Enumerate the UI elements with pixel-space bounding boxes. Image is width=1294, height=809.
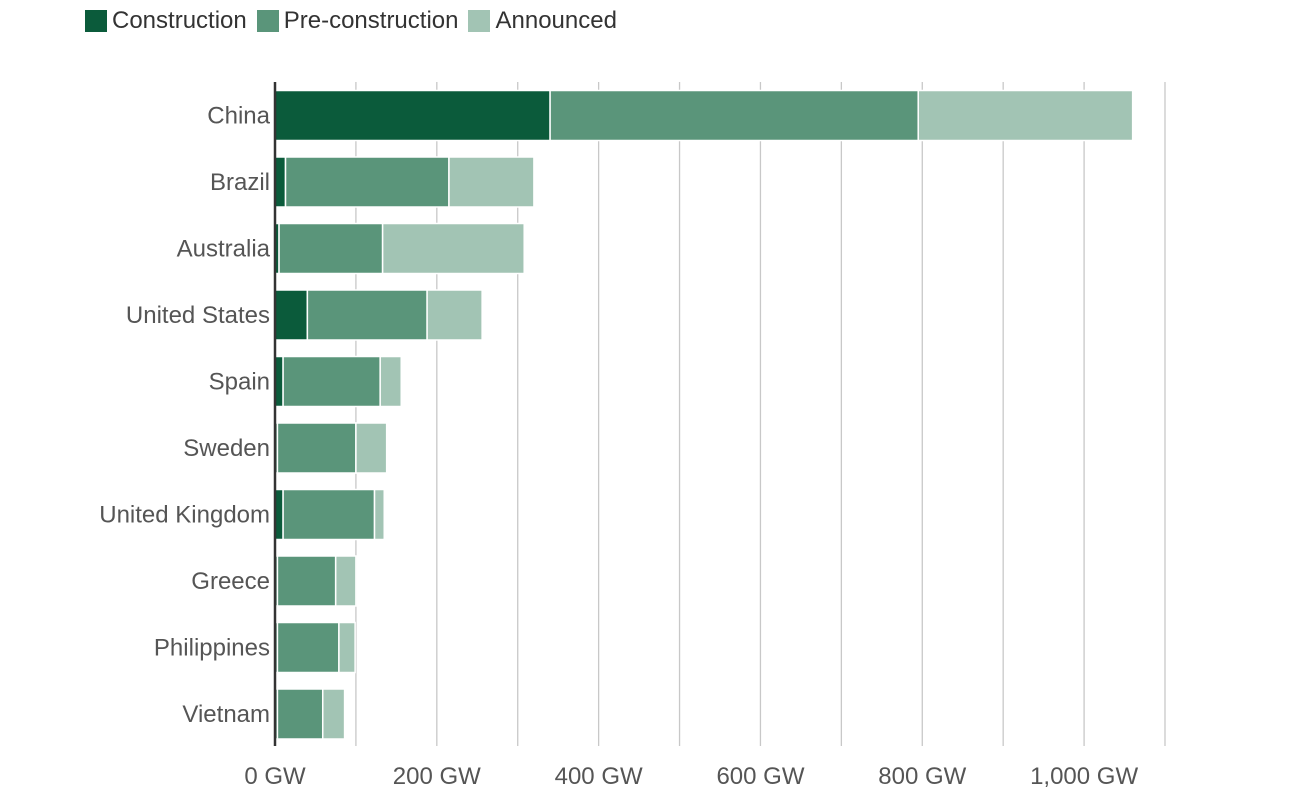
category-label: Brazil (210, 169, 270, 196)
legend-swatch-announced (468, 10, 491, 32)
bar-spain-announced (379, 355, 402, 408)
category-label: United States (126, 302, 270, 329)
x-tick-label: 400 GW (555, 763, 643, 790)
bar-china-pre-construction (549, 89, 919, 142)
bar-united-states-pre-construction (306, 289, 428, 341)
category-label: Spain (209, 369, 270, 396)
bar-sweden-pre-construction (276, 422, 357, 474)
legend-swatch-pre-construction (256, 10, 279, 32)
bar-australia-announced (381, 222, 525, 275)
legend-swatch-construction (85, 10, 107, 32)
legend-item-pre-construction: Pre-construction (256, 7, 459, 35)
bar-brazil-announced (448, 156, 535, 208)
x-tick-label: 800 GW (878, 763, 966, 790)
legend-item-announced: Announced (468, 7, 617, 35)
bar-united-kingdom-pre-construction (282, 488, 376, 541)
category-label: Vietnam (182, 701, 270, 728)
x-tick-label: 1,000 GW (1030, 763, 1138, 790)
legend-label: Construction (112, 7, 247, 34)
bar-china-announced (917, 89, 1134, 142)
legend-item-construction: Construction (85, 7, 247, 35)
category-label: United Kingdom (99, 502, 270, 529)
bar-philippines-pre-construction (276, 621, 340, 674)
bar-brazil-pre-construction (284, 156, 450, 208)
bar-vietnam-pre-construction (276, 688, 324, 740)
bar-greece-announced (334, 555, 357, 607)
x-tick-label: 600 GW (716, 763, 804, 790)
category-label: Sweden (183, 435, 270, 462)
bar-spain-pre-construction (282, 355, 381, 408)
bar-vietnam-announced (321, 688, 346, 740)
category-label: Australia (177, 236, 271, 263)
category-label: Philippines (154, 635, 270, 662)
category-label: Greece (191, 568, 270, 595)
bar-greece-pre-construction (276, 555, 337, 607)
x-tick-label: 200 GW (393, 763, 481, 790)
bar-united-states-announced (426, 289, 483, 341)
x-tick-label: 0 GW (244, 763, 306, 790)
bar-philippines-announced (338, 621, 356, 674)
legend-label: Pre-construction (283, 7, 459, 34)
chart-legend: Construction Pre-construction Announced (85, 7, 627, 35)
category-label: China (207, 103, 270, 130)
bar-sweden-announced (355, 422, 388, 474)
legend-label: Announced (495, 7, 617, 34)
bar-china-construction (274, 89, 551, 142)
bar-australia-pre-construction (278, 222, 384, 275)
bar-united-kingdom-announced (373, 488, 385, 541)
bar-united-states-construction (274, 289, 309, 341)
bar-brazil-construction (274, 156, 287, 208)
